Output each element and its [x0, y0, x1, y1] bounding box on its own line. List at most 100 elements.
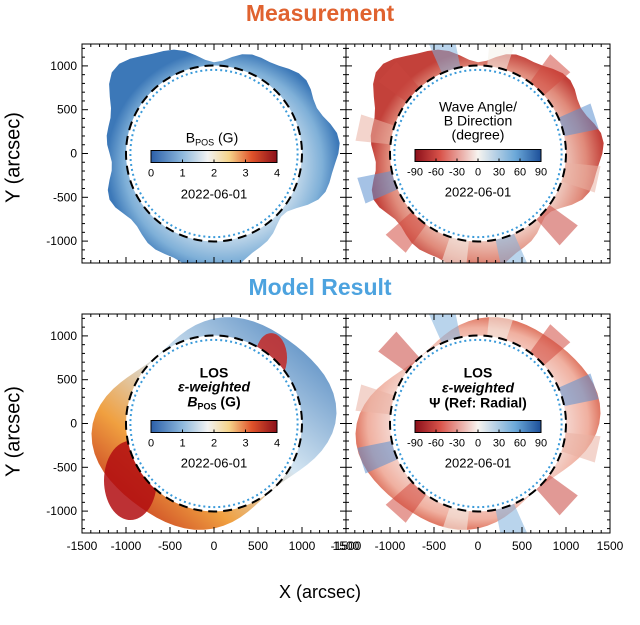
- x-axis-label: X (arcsec): [278, 582, 361, 602]
- angle-sector-br-6: [357, 440, 398, 474]
- x-tick-label: 1500: [597, 539, 624, 553]
- x-tick-label: 1500: [333, 539, 360, 553]
- colorbar-tick-label: 0: [475, 438, 481, 450]
- colorbar-tick-label: 30: [493, 438, 505, 450]
- solar-limb-bl: [129, 338, 299, 509]
- colorbar-overlays: BPOS (G) 0 1 2 3 4 2022-06-01 Wave Angle/B Dire…: [148, 99, 547, 471]
- angle-sector-br-7: [385, 481, 427, 523]
- occulter-edge-tr: [389, 64, 567, 243]
- colorbar-tick-label: 1: [179, 438, 185, 450]
- x-tick-label: 500: [248, 539, 268, 553]
- colorbar-title-bpos: BPOS (G): [186, 130, 238, 148]
- angle-sector-br-4: [378, 331, 420, 373]
- angle-sector-tr-4: [378, 61, 420, 103]
- angle-sector-br-11: [561, 432, 601, 463]
- colorbar-title-line: Ψ (Ref: Radial): [429, 395, 527, 411]
- colorbar-tick-label: 60: [514, 438, 526, 450]
- colorbar-tick-label: -60: [428, 167, 444, 179]
- colorbar-tick-label: 90: [535, 167, 547, 179]
- colorbar-title-line: LOS: [200, 365, 229, 381]
- x-tick-label: -500: [158, 539, 182, 553]
- panel-measurement-bpos: [106, 49, 340, 263]
- observation-date: 2022-06-01: [445, 185, 512, 200]
- angle-sector-tr-1: [529, 54, 571, 96]
- colorbar-tick-label: 3: [242, 168, 248, 180]
- colorbar-title-line: (degree): [452, 127, 505, 143]
- y-tick-label: -500: [53, 190, 77, 204]
- x-tick-label: 0: [211, 539, 218, 553]
- y-tick-label: -1000: [46, 234, 77, 248]
- colorbar-tick-label: 60: [514, 167, 526, 179]
- occulter-edge-br: [389, 334, 567, 513]
- colorbar-title-line: Wave Angle/: [439, 99, 517, 115]
- angle-sector-br-0: [558, 373, 599, 407]
- occulter-edge-bl: [125, 334, 303, 513]
- solar-limb-tr: [393, 68, 563, 239]
- measurement-title: Measurement: [245, 0, 395, 26]
- colorbar-tick-label: 2: [211, 438, 217, 450]
- x-tick-label: 1000: [553, 539, 580, 553]
- x-tick-label: -1000: [111, 539, 142, 553]
- angle-sector-tr-8: [441, 236, 469, 263]
- colorbar-tick-label: -90: [407, 167, 423, 179]
- y-tick-label: 1000: [50, 329, 77, 343]
- angle-sector-tr-7: [385, 211, 427, 253]
- colorbar-tick-label: -90: [407, 438, 423, 450]
- angle-sector-br-8: [441, 506, 469, 533]
- colorbar-title-line: B Direction: [444, 113, 512, 129]
- solar-limb-tl: [129, 68, 299, 239]
- colorbar-tick-label: -30: [449, 438, 465, 450]
- panel-model-psi: [355, 314, 601, 533]
- colorbar-tick-label: -60: [428, 438, 444, 450]
- y-tick-label: 0: [70, 147, 77, 161]
- y-tick-label: 500: [57, 373, 77, 387]
- observation-date: 2022-06-01: [445, 456, 512, 471]
- colorbar-tick-label: 0: [148, 168, 154, 180]
- y-tick-label: -500: [53, 460, 77, 474]
- angle-sector-tr-0: [558, 103, 599, 137]
- angle-sector-tr-9: [495, 233, 528, 263]
- angle-sector-br-5: [355, 384, 395, 415]
- y-tick-label: 1000: [50, 59, 77, 73]
- observation-date: 2022-06-01: [181, 456, 248, 471]
- x-tick-label: -1500: [67, 539, 98, 553]
- colorbar-tick-label: 30: [493, 167, 505, 179]
- angle-sector-br-9: [495, 503, 528, 533]
- y-tick-label: 0: [70, 417, 77, 431]
- angle-sector-tr-5: [355, 114, 395, 145]
- angle-sector-tr-6: [357, 170, 398, 204]
- y-tick-label: -1000: [46, 504, 77, 518]
- colorbar-tick-label: -30: [449, 167, 465, 179]
- x-tick-label: -1500: [331, 539, 362, 553]
- colorbar-tick-label: 0: [475, 167, 481, 179]
- colorbar-tick-label: 1: [179, 168, 185, 180]
- angle-sector-tr-11: [561, 162, 601, 193]
- y-tick-label: 500: [57, 103, 77, 117]
- angle-sector-br-2: [487, 314, 515, 341]
- axis-ticks: 10005000-500-100010005000-500-1000-1500-…: [46, 44, 624, 553]
- colorbar-tick-label: 0: [148, 438, 154, 450]
- colorbar-tick-label: 2: [211, 168, 217, 180]
- angle-sector-tr-3: [428, 44, 461, 74]
- colorbar-title-bpos: BPOS (G): [187, 394, 240, 412]
- angle-sector-br-3: [428, 314, 461, 344]
- model-result-title: Model Result: [248, 274, 392, 300]
- colorbar-tick-label: 3: [242, 438, 248, 450]
- angle-sector-tr-2: [487, 44, 515, 71]
- x-tick-label: 500: [512, 539, 532, 553]
- occulter-edge-tl: [125, 64, 303, 243]
- angle-sector-tr-10: [536, 204, 578, 246]
- colorbar-tick-label: 4: [274, 168, 280, 180]
- colorbar-title-line: ε-weighted: [178, 379, 250, 395]
- angle-sector-br-10: [536, 474, 578, 516]
- x-tick-label: -1000: [375, 539, 406, 553]
- colorbar-tick-label: 4: [274, 438, 280, 450]
- angle-sector-br-1: [529, 324, 571, 366]
- x-tick-label: 0: [475, 539, 482, 553]
- colorbar-tick-label: 90: [535, 438, 547, 450]
- observation-date: 2022-06-01: [181, 187, 248, 202]
- colorbar-title-line: ε-weighted: [442, 380, 514, 396]
- solar-limb-br: [393, 338, 563, 509]
- colorbar-title-line: LOS: [464, 365, 493, 381]
